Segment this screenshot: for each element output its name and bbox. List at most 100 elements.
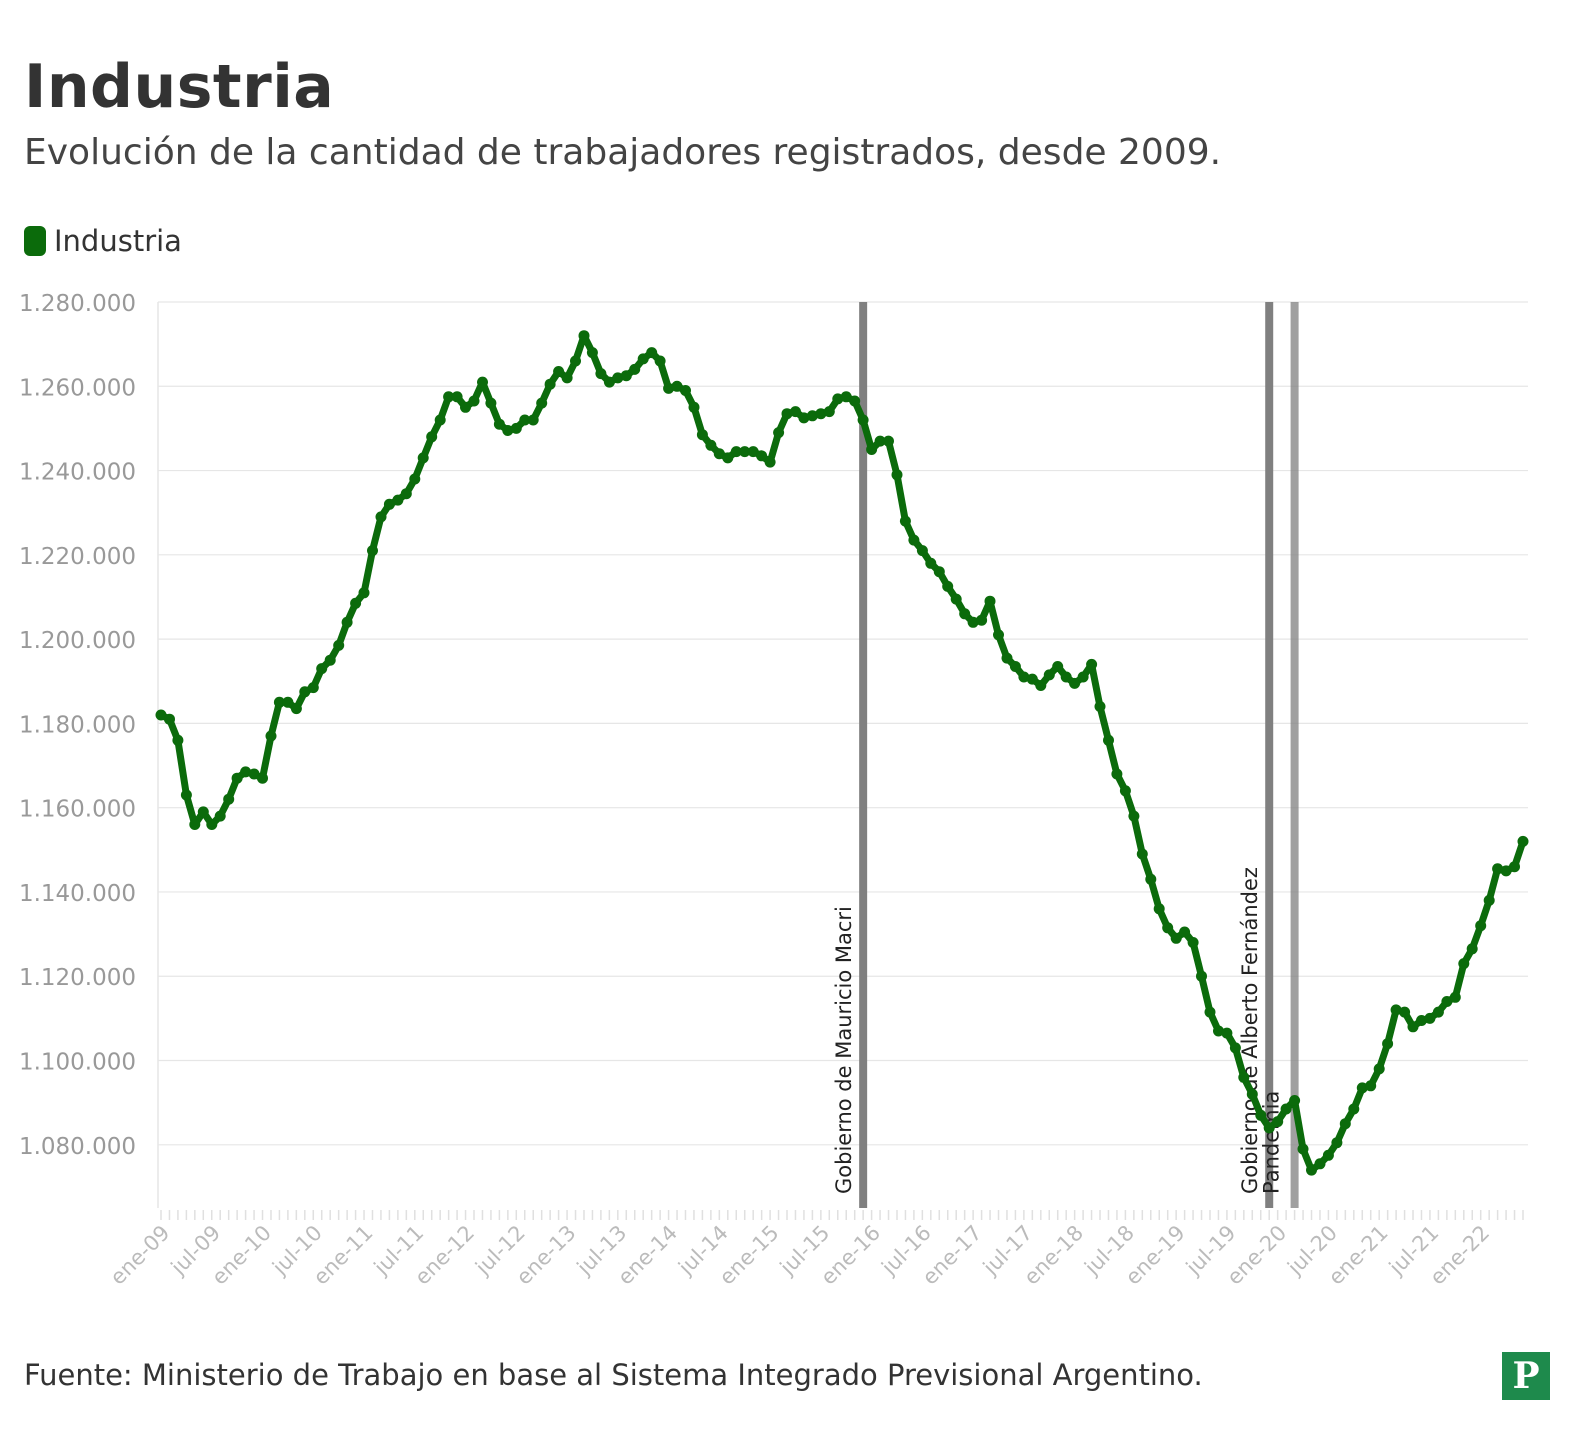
data-point [510, 422, 522, 434]
data-point [578, 330, 590, 342]
data-point [553, 366, 565, 377]
data-point [350, 597, 362, 609]
data-point [1272, 1116, 1284, 1128]
data-point [1407, 1021, 1419, 1033]
data-point [426, 431, 438, 443]
y-tick-label: 1.240.000 [19, 460, 136, 486]
data-point [747, 446, 759, 458]
annotation-label: Gobierno de Alberto Fernández [1238, 867, 1262, 1194]
data-point [1145, 873, 1157, 885]
data-point [1103, 734, 1114, 746]
data-point [1001, 652, 1013, 664]
data-point [257, 772, 268, 784]
data-point [1416, 1015, 1427, 1026]
annotation-layer: Gobierno de Mauricio Macri Gobierno de Al… [832, 302, 1299, 1208]
data-point [223, 793, 235, 805]
data-point [299, 686, 311, 698]
line-chart: Gobierno de Mauricio Macri Gobierno de Al… [19, 291, 1529, 1290]
data-point [1060, 671, 1072, 683]
data-point [409, 473, 421, 485]
data-point [899, 515, 911, 527]
data-point [857, 414, 869, 426]
data-point [1466, 943, 1478, 955]
y-tick-label: 1.220.000 [19, 544, 136, 570]
data-point [282, 696, 294, 708]
data-point [1213, 1025, 1224, 1037]
data-point [1365, 1080, 1377, 1092]
data-point [477, 376, 488, 388]
data-point [544, 378, 556, 390]
data-point [164, 713, 175, 725]
data-point [307, 682, 319, 694]
data-point [206, 819, 218, 830]
data-point [1043, 669, 1055, 681]
data-point [1221, 1027, 1233, 1039]
data-point [1136, 848, 1148, 860]
y-tick-label: 1.080.000 [19, 1134, 136, 1160]
data-point [781, 408, 793, 420]
data-point [383, 498, 395, 510]
data-point [1458, 958, 1470, 970]
data-point [1246, 1088, 1258, 1100]
data-point [1229, 1042, 1241, 1054]
data-point [671, 380, 683, 392]
data-point [1035, 680, 1047, 691]
x-tick-label: ene-09 [106, 1221, 175, 1290]
data-point [840, 391, 852, 403]
data-point [1382, 1038, 1394, 1050]
data-point [1128, 810, 1140, 822]
series-layer [155, 330, 1529, 1176]
y-tick-label: 1.100.000 [19, 1050, 136, 1076]
data-point [367, 545, 378, 557]
data-point [451, 391, 463, 403]
data-point [214, 810, 226, 822]
publisher-logo: P [1502, 1352, 1550, 1400]
data-point [1026, 673, 1038, 685]
data-point [358, 587, 370, 599]
data-point [1373, 1063, 1385, 1075]
data-point [629, 363, 641, 375]
data-point [1263, 1122, 1275, 1134]
y-tick-label: 1.140.000 [19, 881, 136, 907]
data-point [333, 639, 345, 651]
data-point [1348, 1103, 1360, 1115]
data-point [874, 435, 886, 447]
data-point [1424, 1012, 1436, 1024]
data-point [1517, 835, 1529, 847]
grid-layer [157, 301, 1528, 1208]
data-point [1322, 1149, 1334, 1161]
data-point [1077, 671, 1089, 683]
data-point [798, 412, 810, 424]
annotation-label: Pandemia [1260, 1091, 1284, 1194]
data-point [730, 446, 742, 458]
data-point [1162, 922, 1174, 934]
data-point [1449, 991, 1461, 1003]
data-point [1356, 1082, 1368, 1094]
data-point [984, 595, 996, 607]
data-point [823, 406, 835, 418]
data-point [773, 427, 785, 439]
data-point [248, 768, 260, 780]
y-tick-label: 1.120.000 [19, 965, 136, 991]
data-point [1153, 903, 1165, 915]
data-point [646, 347, 658, 359]
data-point [1187, 937, 1199, 948]
data-point [1289, 1095, 1301, 1106]
data-point [663, 382, 675, 394]
chart-subtitle: Evolución de la cantidad de trabajadores… [24, 132, 1222, 173]
data-point [468, 395, 480, 407]
data-point [1331, 1137, 1343, 1149]
data-point [561, 372, 573, 384]
data-point [739, 446, 751, 458]
data-point [527, 414, 539, 426]
data-point [925, 557, 937, 569]
data-point [908, 534, 920, 546]
data-point [392, 494, 404, 506]
data-point [1018, 671, 1030, 683]
data-point [400, 488, 412, 500]
data-point [1280, 1103, 1292, 1115]
data-point [680, 385, 691, 396]
data-point [155, 709, 167, 721]
data-point [832, 393, 844, 405]
legend-swatch [24, 226, 46, 256]
